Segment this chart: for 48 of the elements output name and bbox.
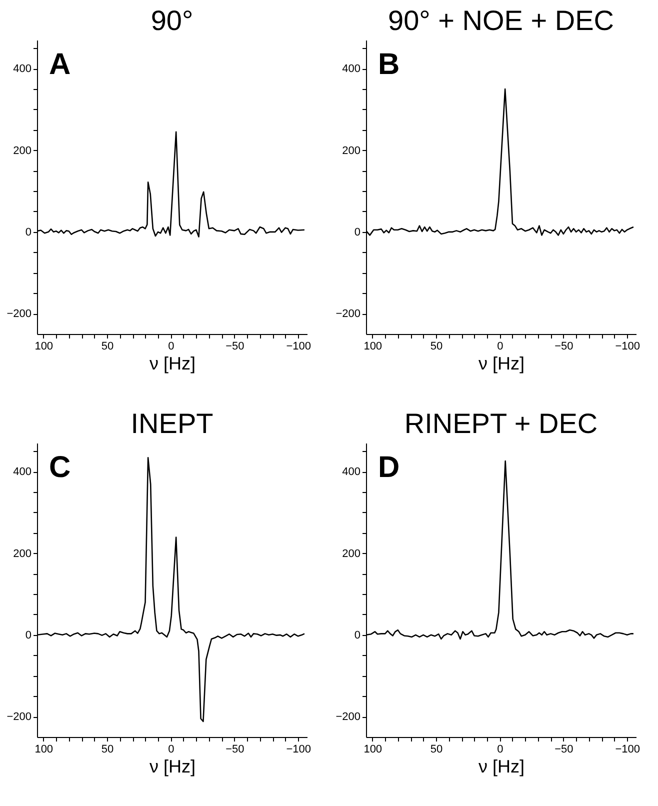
x-tick-label: 0 <box>497 340 504 352</box>
x-tick-label: 50 <box>101 744 114 756</box>
annotation: A <box>49 48 71 81</box>
x-tick-label: 50 <box>101 340 114 352</box>
y-tick-label: 0 <box>25 226 32 238</box>
x-tick-label: 50 <box>430 744 443 756</box>
x-tick-label: 0 <box>168 744 174 756</box>
y-tick-label: −200 <box>6 711 32 724</box>
x-tick-label: 100 <box>364 340 382 352</box>
y-tick-label: 0 <box>25 629 32 642</box>
x-tick-label: −100 <box>615 340 640 352</box>
y-tick-label: 400 <box>13 466 32 478</box>
y-tick-label: 400 <box>13 63 32 76</box>
x-tick-label: 100 <box>34 744 54 756</box>
chart-title: 90° + NOE + DEC <box>388 5 614 36</box>
y-tick-label: −200 <box>336 308 360 320</box>
y-tick-label: 200 <box>342 548 360 560</box>
x-tick-label: 50 <box>430 340 443 352</box>
chart-title: RINEPT + DEC <box>404 408 598 439</box>
x-tick-label: −100 <box>615 744 640 756</box>
y-tick-label: 200 <box>13 144 32 157</box>
x-axis-title: ν [Hz] <box>478 756 525 776</box>
x-tick-label: −100 <box>286 340 311 352</box>
annotation: B <box>378 48 400 81</box>
y-tick-label: 0 <box>354 226 360 238</box>
x-axis-title: ν [Hz] <box>149 756 196 776</box>
x-tick-label: −50 <box>226 340 244 352</box>
x-tick-label: 100 <box>34 340 54 352</box>
annotation: C <box>49 451 71 484</box>
x-axis-title: ν [Hz] <box>478 354 525 374</box>
y-tick-label: −200 <box>336 711 360 724</box>
y-tick-label: 200 <box>13 548 32 560</box>
annotation: D <box>378 451 400 484</box>
y-tick-label: 400 <box>342 466 360 478</box>
chart-title: 90° <box>150 5 194 36</box>
x-tick-label: 0 <box>168 340 174 352</box>
y-tick-label: 400 <box>342 63 360 76</box>
x-tick-label: 0 <box>497 744 504 756</box>
y-tick-label: −200 <box>6 308 32 320</box>
x-axis-title: ν [Hz] <box>149 354 196 374</box>
x-tick-label: 100 <box>364 744 382 756</box>
x-tick-label: −100 <box>286 744 311 756</box>
x-tick-label: −50 <box>554 340 574 352</box>
x-tick-label: −50 <box>226 744 244 756</box>
x-tick-label: −50 <box>554 744 574 756</box>
chart-title: INEPT <box>130 408 214 439</box>
y-tick-label: 0 <box>354 629 360 642</box>
y-tick-label: 200 <box>342 144 360 157</box>
